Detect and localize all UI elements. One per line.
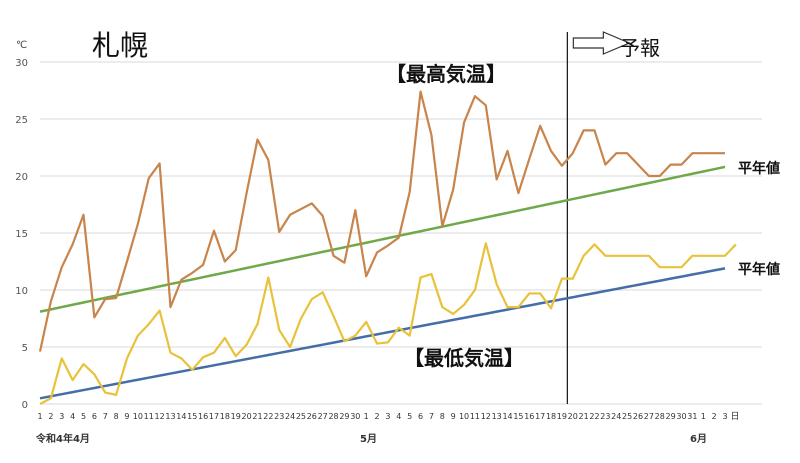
x-tick-label: 24 — [285, 412, 295, 421]
forecast-label: 予報 — [620, 36, 660, 60]
normal-low-line — [39, 267, 726, 400]
x-tick-label: 1 — [364, 412, 369, 421]
x-tick-label: 20 — [568, 412, 578, 421]
x-tick-label: 5 — [81, 412, 86, 421]
normal-low-label: 平年値 — [738, 262, 780, 278]
y-tick-label: 0 — [22, 400, 28, 411]
x-tick-label: 27 — [318, 412, 328, 421]
x-tick-label: 6 — [418, 412, 423, 421]
normal-high-label: 平年値 — [738, 161, 780, 177]
month-label-june: 6月 — [690, 434, 707, 445]
x-tick-label: 27 — [644, 412, 654, 421]
x-tick-label: 26 — [307, 412, 317, 421]
x-tick-label: 3 — [59, 412, 64, 421]
x-tick-label: 23 — [600, 412, 610, 421]
x-tick-label: 7 — [429, 412, 434, 421]
x-tick-label: 15 — [513, 412, 523, 421]
x-tick-label: 15 — [187, 412, 197, 421]
x-tick-label: 3 — [385, 412, 390, 421]
x-tick-label: 18 — [220, 412, 230, 421]
y-tick-label: 10 — [15, 286, 28, 297]
x-tick-label: 20 — [241, 412, 251, 421]
x-tick-label: 8 — [440, 412, 445, 421]
x-tick-label: 22 — [263, 412, 273, 421]
x-tick-label: 21 — [252, 412, 262, 421]
y-tick-label: 20 — [15, 172, 28, 183]
x-tick-label: 26 — [633, 412, 643, 421]
x-axis-unit-label: 日 — [730, 411, 739, 422]
x-tick-label: 3 — [722, 412, 727, 421]
x-tick-label: 14 — [502, 412, 512, 421]
x-tick-label: 2 — [712, 412, 717, 421]
x-tick-label: 14 — [176, 412, 186, 421]
x-tick-label: 12 — [155, 412, 165, 421]
x-tick-label: 17 — [535, 412, 545, 421]
x-tick-label: 10 — [459, 412, 469, 421]
x-tick-label: 10 — [133, 412, 143, 421]
x-tick-label: 21 — [579, 412, 589, 421]
x-tick-label: 18 — [546, 412, 556, 421]
y-axis-unit: ℃ — [16, 40, 28, 51]
x-tick-label: 2 — [375, 412, 380, 421]
x-tick-label: 22 — [589, 412, 599, 421]
month-label-may: 5月 — [360, 434, 377, 445]
y-tick-label: 5 — [22, 343, 28, 354]
x-tick-label: 16 — [198, 412, 208, 421]
x-tick-label: 29 — [339, 412, 349, 421]
y-tick-label: 30 — [15, 58, 28, 69]
high-temp-label: 【最高気温】 — [386, 62, 506, 86]
x-tick-label: 1 — [37, 412, 42, 421]
x-tick-label: 28 — [328, 412, 338, 421]
x-tick-label: 17 — [209, 412, 219, 421]
x-tick-label: 2 — [48, 412, 53, 421]
x-tick-label: 25 — [296, 412, 306, 421]
x-tick-label: 31 — [687, 412, 697, 421]
x-tick-label: 16 — [524, 412, 534, 421]
x-tick-label: 8 — [114, 412, 119, 421]
normal-high-line — [39, 165, 726, 313]
y-tick-label: 15 — [15, 229, 28, 240]
low-temp-line — [39, 242, 737, 405]
x-tick-label: 25 — [622, 412, 632, 421]
x-tick-label: 30 — [676, 412, 686, 421]
x-tick-label: 12 — [481, 412, 491, 421]
x-tick-label: 11 — [470, 412, 480, 421]
x-tick-label: 24 — [611, 412, 621, 421]
low-temp-label: 【最低気温】 — [404, 346, 524, 370]
x-tick-label: 4 — [70, 412, 75, 421]
x-tick-label: 7 — [103, 412, 108, 421]
forecast-arrow-icon — [572, 31, 631, 55]
x-tick-label: 28 — [655, 412, 665, 421]
x-tick-label: 19 — [231, 412, 241, 421]
x-tick-label: 19 — [557, 412, 567, 421]
x-tick-label: 30 — [350, 412, 360, 421]
x-tick-label: 9 — [124, 412, 129, 421]
x-tick-label: 5 — [407, 412, 412, 421]
x-tick-label: 4 — [396, 412, 401, 421]
high-temp-line — [38, 90, 725, 352]
x-tick-label: 23 — [274, 412, 284, 421]
x-tick-label: 6 — [92, 412, 97, 421]
x-tick-label: 13 — [492, 412, 502, 421]
x-tick-label: 9 — [451, 412, 456, 421]
x-tick-label: 29 — [666, 412, 676, 421]
y-tick-label: 25 — [15, 115, 28, 126]
x-tick-label: 11 — [144, 412, 154, 421]
x-tick-label: 1 — [701, 412, 706, 421]
month-label-april: 令和4年4月 — [36, 434, 90, 445]
x-tick-label: 13 — [165, 412, 175, 421]
page-title: 札幌 — [92, 29, 149, 62]
